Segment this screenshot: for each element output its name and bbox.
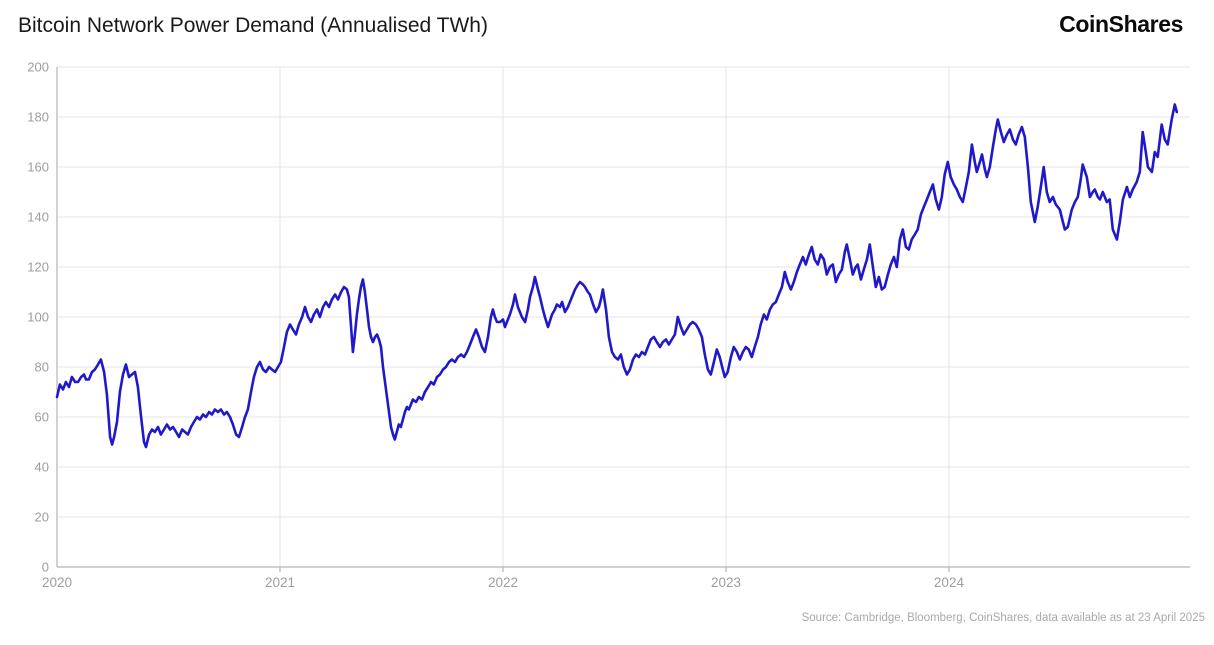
y-tick-label: 100 [27, 310, 49, 325]
y-tick-label: 40 [35, 460, 49, 475]
y-tick-label: 160 [27, 160, 49, 175]
x-tick-label: 2023 [711, 575, 741, 590]
y-tick-label: 200 [27, 60, 49, 75]
coinshares-logo: CoinShares [1059, 11, 1183, 37]
y-tick-label: 0 [42, 560, 49, 575]
source-note: Source: Cambridge, Bloomberg, CoinShares… [801, 612, 1205, 624]
x-tick-label: 2021 [265, 575, 295, 590]
y-tick-label: 80 [35, 360, 49, 375]
y-tick-label: 60 [35, 410, 49, 425]
y-tick-label: 120 [27, 260, 49, 275]
series-line [55, 103, 1179, 449]
y-tick-label: 140 [27, 210, 49, 225]
x-tick-label: 2022 [488, 575, 518, 590]
y-tick-label: 180 [27, 110, 49, 125]
chart-title: Bitcoin Network Power Demand (Annualised… [18, 14, 488, 37]
x-tick-label: 2024 [934, 575, 965, 590]
y-tick-label: 20 [35, 510, 49, 525]
x-tick-label: 2020 [42, 575, 72, 590]
